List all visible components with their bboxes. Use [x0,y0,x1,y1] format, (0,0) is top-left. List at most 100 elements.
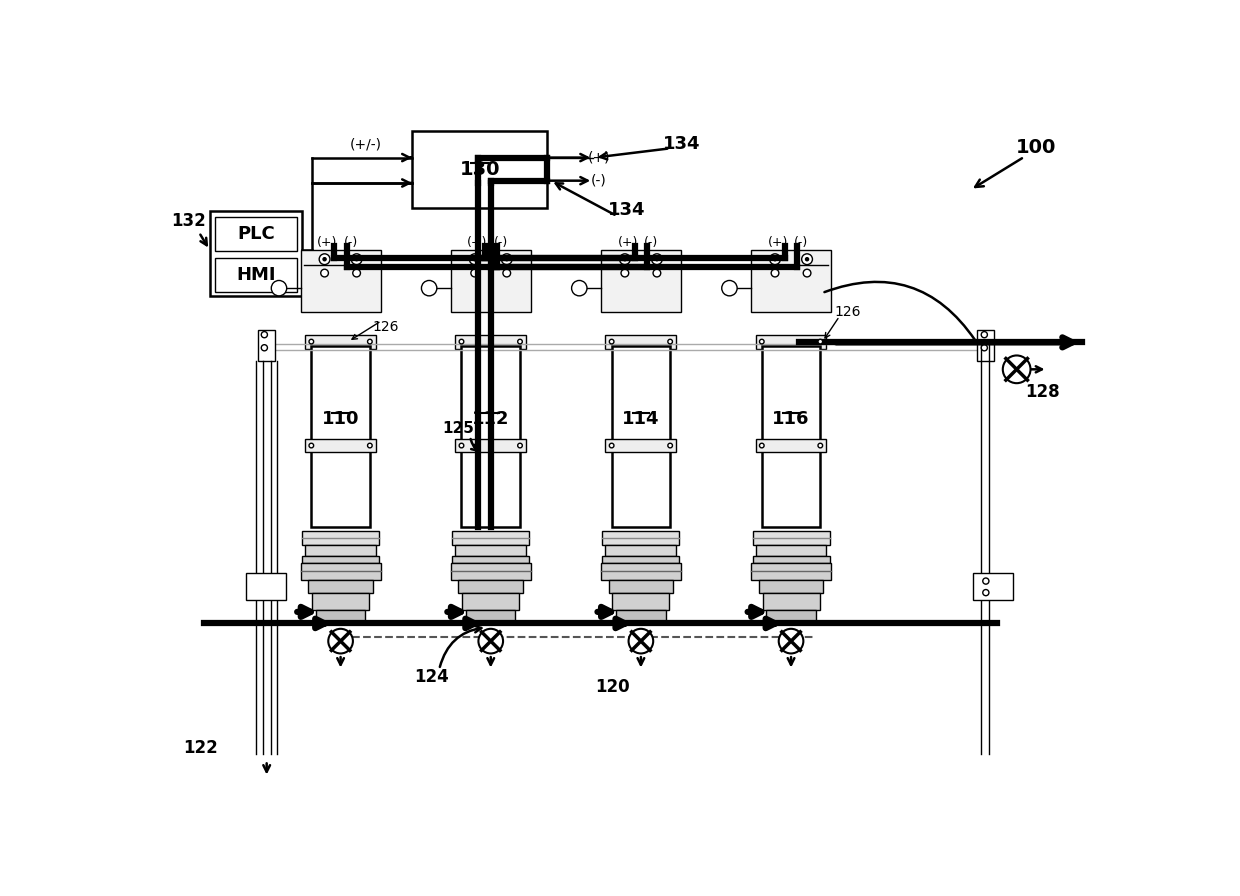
Bar [450,563,531,580]
Bar [605,545,676,556]
Circle shape [459,444,464,448]
Bar [305,335,376,349]
Circle shape [759,340,764,344]
Bar [412,131,547,208]
Bar [611,346,670,527]
Bar [755,335,826,349]
Circle shape [722,280,737,296]
Bar [601,250,681,312]
Bar [753,556,830,563]
Circle shape [479,629,503,653]
Circle shape [329,629,353,653]
Text: 126: 126 [372,320,398,334]
Circle shape [981,332,987,338]
Circle shape [609,444,614,448]
Circle shape [774,258,776,261]
Circle shape [309,444,314,448]
Circle shape [653,269,661,277]
Circle shape [651,254,662,264]
Circle shape [517,444,522,448]
Circle shape [572,280,587,296]
Circle shape [309,340,314,344]
Bar [312,593,370,610]
Text: 110: 110 [322,410,360,428]
Bar [603,531,680,545]
Circle shape [770,254,780,264]
Text: (-): (-) [494,236,508,249]
Text: 126: 126 [835,305,861,319]
Bar [453,531,529,545]
Bar [215,258,296,291]
Circle shape [629,629,653,653]
Circle shape [804,269,811,277]
Bar [210,211,303,297]
Bar [461,346,520,527]
Bar [603,556,680,563]
Circle shape [474,258,476,261]
Bar [605,439,676,452]
Circle shape [272,280,286,296]
Bar [759,580,823,593]
Text: (-): (-) [590,174,606,187]
Text: (+): (+) [588,151,610,165]
Bar [616,610,666,622]
Text: (+): (+) [618,236,637,249]
Bar [755,439,826,452]
Circle shape [983,578,990,584]
Text: 112: 112 [472,410,510,428]
Text: 128: 128 [1024,383,1059,401]
Circle shape [321,269,329,277]
Bar [303,531,379,545]
Text: (+): (+) [768,236,787,249]
Bar [459,580,523,593]
Bar [755,545,826,556]
Bar [613,593,670,610]
Bar [972,573,1013,600]
Bar [450,250,531,312]
Circle shape [779,629,804,653]
Bar [466,610,516,622]
Circle shape [367,340,372,344]
Circle shape [422,280,436,296]
Circle shape [624,258,626,261]
Text: (+): (+) [317,236,337,249]
Bar [609,580,673,593]
Text: 100: 100 [1016,138,1056,157]
Bar [761,346,821,527]
Circle shape [469,254,480,264]
Circle shape [818,444,822,448]
Text: (+): (+) [467,236,487,249]
Bar [753,531,830,545]
Circle shape [459,340,464,344]
Circle shape [505,258,508,261]
Bar [601,563,681,580]
Bar [246,573,286,600]
Bar [300,250,381,312]
Circle shape [262,345,268,351]
Text: HMI: HMI [236,265,275,284]
Circle shape [367,444,372,448]
Bar [455,335,526,349]
Text: 130: 130 [459,159,500,178]
Bar [751,563,831,580]
Circle shape [609,340,614,344]
Bar [766,610,816,622]
Bar [455,439,526,452]
Text: 114: 114 [622,410,660,428]
Circle shape [981,345,987,351]
Circle shape [355,258,358,261]
Bar [316,610,366,622]
Circle shape [759,444,764,448]
Bar [463,593,520,610]
Circle shape [668,444,672,448]
Text: PLC: PLC [237,225,275,243]
Bar [305,439,376,452]
Bar [311,346,370,527]
Bar [309,580,373,593]
Text: 134: 134 [663,135,701,153]
Circle shape [818,340,822,344]
Circle shape [668,340,672,344]
Circle shape [262,332,268,338]
Bar [305,545,376,556]
Circle shape [352,269,361,277]
